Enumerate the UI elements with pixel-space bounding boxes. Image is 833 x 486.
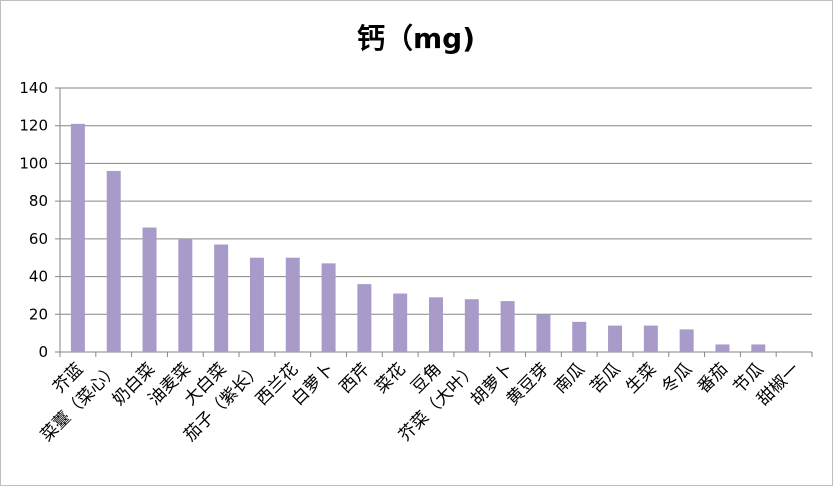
y-tick-label: 60 [29,230,48,248]
bar [500,301,515,352]
bar [178,238,193,352]
chart-title: 钙（mg) [357,22,475,55]
bar [572,321,587,352]
bar [393,293,408,352]
bar [357,284,372,352]
y-tick-label: 20 [29,305,48,323]
bar [608,325,623,352]
bar [751,344,766,352]
bar [106,170,121,352]
bar [429,297,443,352]
bar [214,244,229,352]
bar [715,344,730,352]
y-tick-label: 80 [29,192,48,210]
bar [70,123,85,352]
bar [643,325,658,352]
bar [285,257,300,352]
y-tick-label: 100 [19,154,48,172]
bar [679,329,694,352]
bar [142,227,157,352]
bar [464,299,479,352]
y-tick-label: 0 [38,343,48,361]
y-tick-label: 40 [29,268,48,286]
y-tick-label: 140 [19,79,48,97]
bar [321,263,336,352]
bar [536,314,551,352]
bar [249,257,264,352]
y-tick-label: 120 [19,117,48,135]
